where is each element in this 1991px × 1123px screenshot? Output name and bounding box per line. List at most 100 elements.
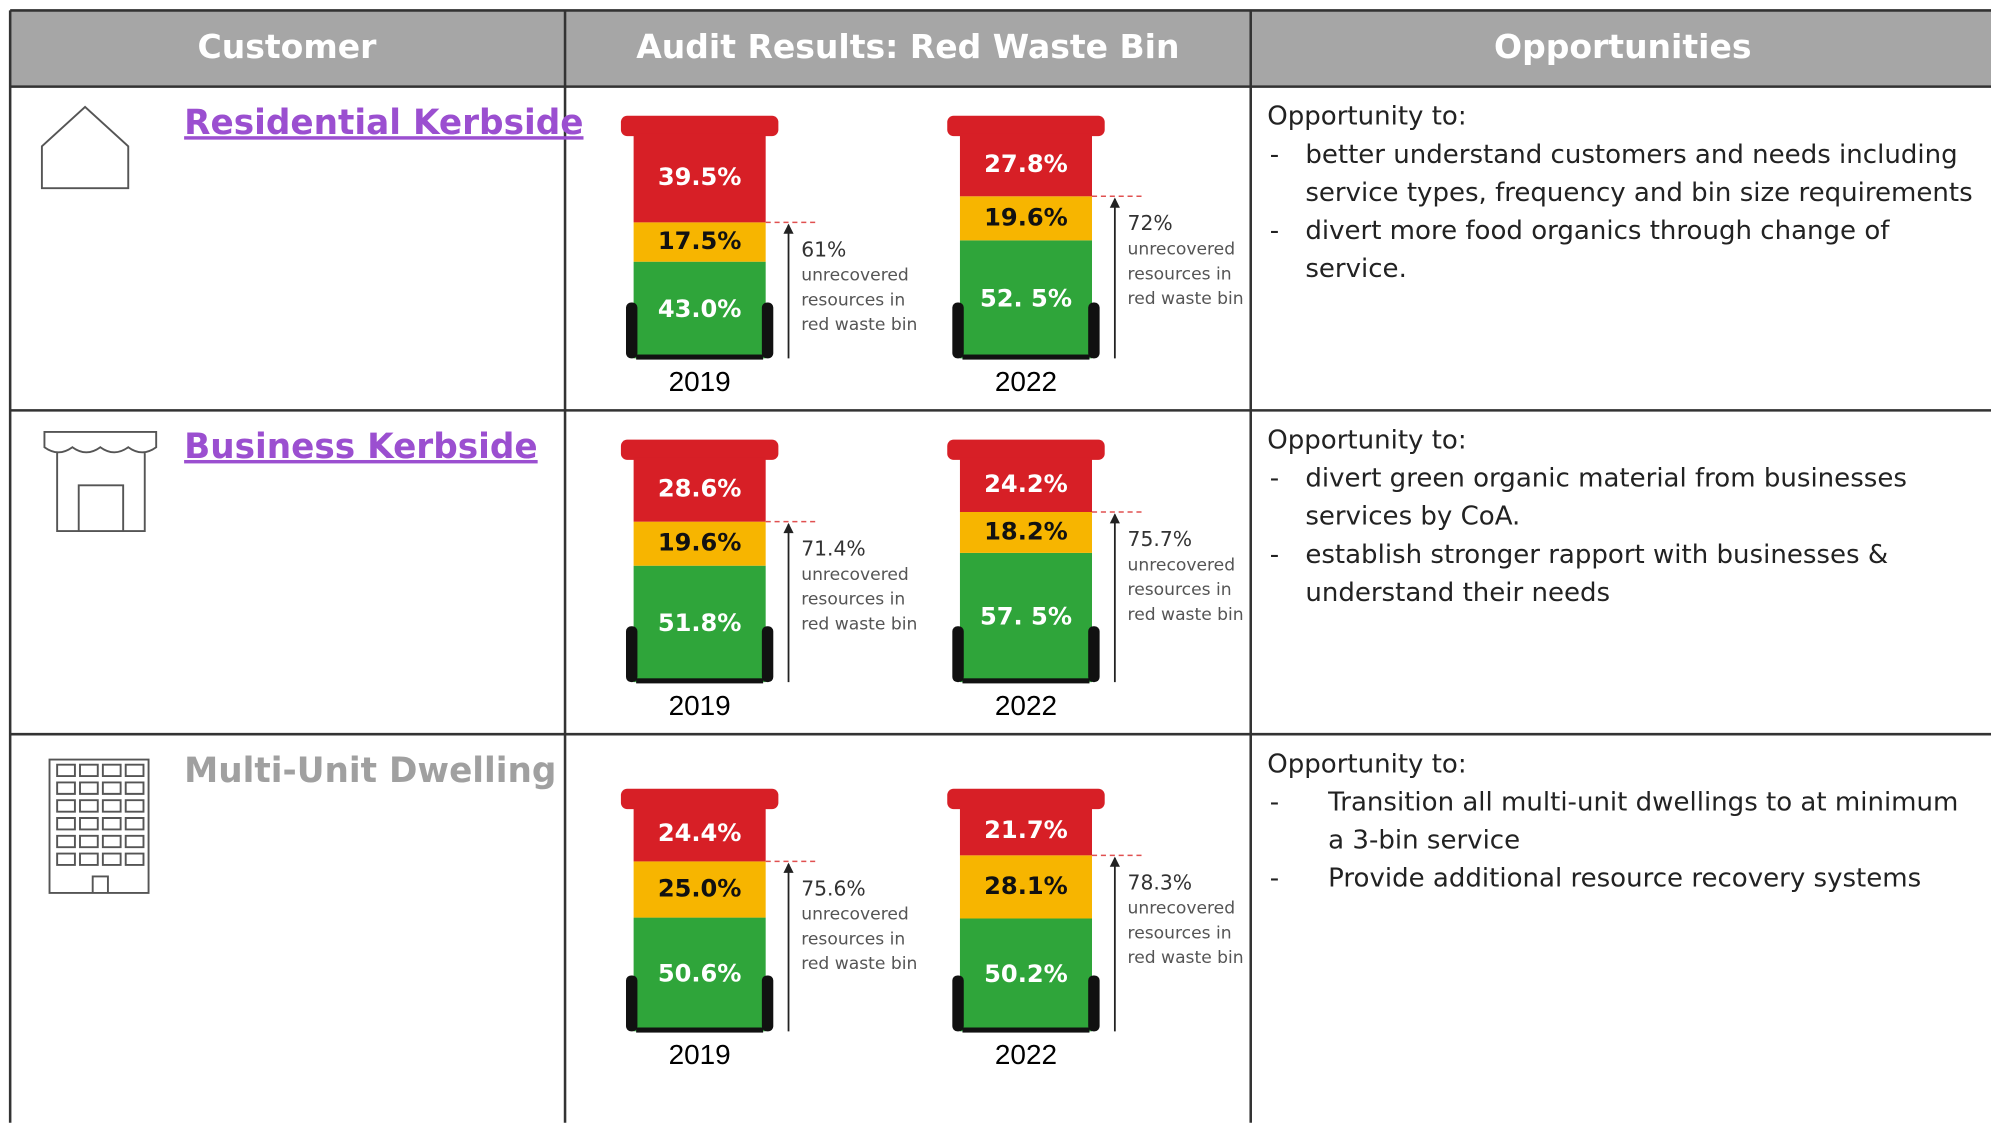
house-icon bbox=[42, 107, 128, 188]
unrecovered-note: resources in bbox=[1128, 264, 1232, 284]
unrecovered-note: red waste bin bbox=[801, 615, 917, 635]
segment-label: 50.6% bbox=[658, 959, 742, 987]
bin-base bbox=[962, 1028, 1089, 1033]
bin-base bbox=[962, 678, 1089, 683]
customer-name[interactable]: Business Kerbside bbox=[184, 427, 538, 467]
segment-label: 51.8% bbox=[658, 609, 742, 637]
arrow-head bbox=[783, 523, 793, 533]
bin-base bbox=[636, 1028, 763, 1033]
segment-label: 19.6% bbox=[984, 203, 1068, 231]
bin-wheel bbox=[1088, 975, 1099, 1031]
arrow-head bbox=[783, 863, 793, 873]
opportunity-list: divert green organic material from busin… bbox=[1267, 459, 1978, 611]
bin-lid bbox=[947, 116, 1104, 136]
customer-name[interactable]: Residential Kerbside bbox=[184, 103, 583, 143]
unrecovered-note: red waste bin bbox=[1128, 605, 1244, 625]
arrow-head bbox=[1110, 513, 1120, 523]
bin-wheel bbox=[952, 626, 963, 682]
building-icon bbox=[50, 760, 149, 893]
opportunity-item: Transition all multi-unit dwellings to a… bbox=[1267, 782, 1978, 858]
icons bbox=[42, 107, 156, 893]
segment-label: 24.4% bbox=[658, 819, 742, 847]
opportunities-text: Opportunity to:Transition all multi-unit… bbox=[1267, 744, 1978, 896]
bin-year: 2022 bbox=[995, 1039, 1057, 1070]
segment-label: 52. 5% bbox=[980, 284, 1072, 312]
unrecovered-note: unrecovered bbox=[801, 905, 909, 925]
bin-year: 2022 bbox=[995, 366, 1057, 397]
unrecovered-note: red waste bin bbox=[1128, 948, 1244, 968]
opportunities-cell: Opportunity to:Transition all multi-unit… bbox=[1267, 744, 1978, 1049]
opportunity-intro: Opportunity to: bbox=[1267, 421, 1978, 459]
bin-wheel bbox=[952, 975, 963, 1031]
unrecovered-pct: 75.7% bbox=[1128, 527, 1192, 551]
bin-year: 2019 bbox=[669, 690, 731, 721]
segment-label: 28.1% bbox=[984, 872, 1068, 900]
bin-wheel bbox=[626, 626, 637, 682]
header-opportunities: Opportunities bbox=[1494, 27, 1751, 66]
bin-wheel bbox=[762, 302, 773, 358]
opportunity-item: divert more food organics through change… bbox=[1267, 211, 1978, 287]
bin-wheel bbox=[1088, 626, 1099, 682]
segment-label: 43.0% bbox=[658, 295, 742, 323]
unrecovered-pct: 61% bbox=[801, 237, 846, 261]
bin-year: 2019 bbox=[669, 366, 731, 397]
opportunity-intro: Opportunity to: bbox=[1267, 97, 1978, 135]
bin-year: 2022 bbox=[995, 690, 1057, 721]
unrecovered-note: unrecovered bbox=[1128, 899, 1236, 919]
segment-label: 17.5% bbox=[658, 227, 742, 255]
unrecovered-note: resources in bbox=[1128, 923, 1232, 943]
bin-wheel bbox=[1088, 302, 1099, 358]
opportunities-text: Opportunity to:divert green organic mate… bbox=[1267, 421, 1978, 611]
unrecovered-note: unrecovered bbox=[801, 565, 909, 585]
header-audit: Audit Results: Red Waste Bin bbox=[636, 27, 1179, 66]
bin-wheel bbox=[762, 975, 773, 1031]
unrecovered-pct: 75.6% bbox=[801, 876, 865, 900]
bin-base bbox=[962, 355, 1089, 360]
bin-base bbox=[636, 355, 763, 360]
segment-label: 24.2% bbox=[984, 470, 1068, 498]
segment-label: 28.6% bbox=[658, 475, 742, 503]
bin-wheel bbox=[762, 626, 773, 682]
bin-lid bbox=[621, 440, 778, 460]
unrecovered-pct: 71.4% bbox=[801, 537, 865, 561]
segment-label: 39.5% bbox=[658, 163, 742, 191]
opportunity-item: establish stronger rapport with business… bbox=[1267, 535, 1978, 611]
bin-wheel bbox=[626, 302, 637, 358]
arrow-head bbox=[1110, 198, 1120, 208]
unrecovered-note: unrecovered bbox=[1128, 240, 1236, 260]
opportunity-intro: Opportunity to: bbox=[1267, 744, 1978, 782]
unrecovered-note: red waste bin bbox=[801, 315, 917, 335]
segment-label: 57. 5% bbox=[980, 603, 1072, 631]
header-customer: Customer bbox=[198, 27, 378, 66]
bin-lid bbox=[621, 789, 778, 809]
unrecovered-pct: 78.3% bbox=[1128, 870, 1192, 894]
arrow-head bbox=[783, 224, 793, 234]
opportunities-cell: Opportunity to:better understand custome… bbox=[1267, 97, 1978, 402]
unrecovered-note: red waste bin bbox=[1128, 289, 1244, 309]
opportunity-item: Provide additional resource recovery sys… bbox=[1267, 859, 1978, 897]
slide: Customer Audit Results: Red Waste Bin Op… bbox=[0, 0, 1991, 1123]
unrecovered-note: unrecovered bbox=[801, 266, 909, 286]
opportunities-cell: Opportunity to:divert green organic mate… bbox=[1267, 421, 1978, 726]
bin-year: 2019 bbox=[669, 1039, 731, 1070]
segment-label: 50.2% bbox=[984, 960, 1068, 988]
building-windows bbox=[57, 765, 143, 865]
unrecovered-pct: 72% bbox=[1128, 211, 1173, 235]
opportunity-list: better understand customers and needs in… bbox=[1267, 135, 1978, 287]
bin-lid bbox=[947, 789, 1104, 809]
opportunities-text: Opportunity to:better understand custome… bbox=[1267, 97, 1978, 287]
segment-label: 27.8% bbox=[984, 150, 1068, 178]
page: Customer Audit Results: Red Waste Bin Op… bbox=[0, 0, 1991, 1123]
unrecovered-note: resources in bbox=[801, 929, 905, 949]
unrecovered-note: red waste bin bbox=[801, 954, 917, 974]
bin-wheel bbox=[952, 302, 963, 358]
unrecovered-note: resources in bbox=[1128, 580, 1232, 600]
unrecovered-note: resources in bbox=[801, 590, 905, 610]
opportunity-list: Transition all multi-unit dwellings to a… bbox=[1267, 782, 1978, 896]
bin-lid bbox=[947, 440, 1104, 460]
arrow-head bbox=[1110, 857, 1120, 867]
segment-label: 25.0% bbox=[658, 874, 742, 902]
customer-name: Multi-Unit Dwelling bbox=[184, 751, 556, 791]
segment-label: 19.6% bbox=[658, 529, 742, 557]
opportunity-item: divert green organic material from busin… bbox=[1267, 459, 1978, 535]
